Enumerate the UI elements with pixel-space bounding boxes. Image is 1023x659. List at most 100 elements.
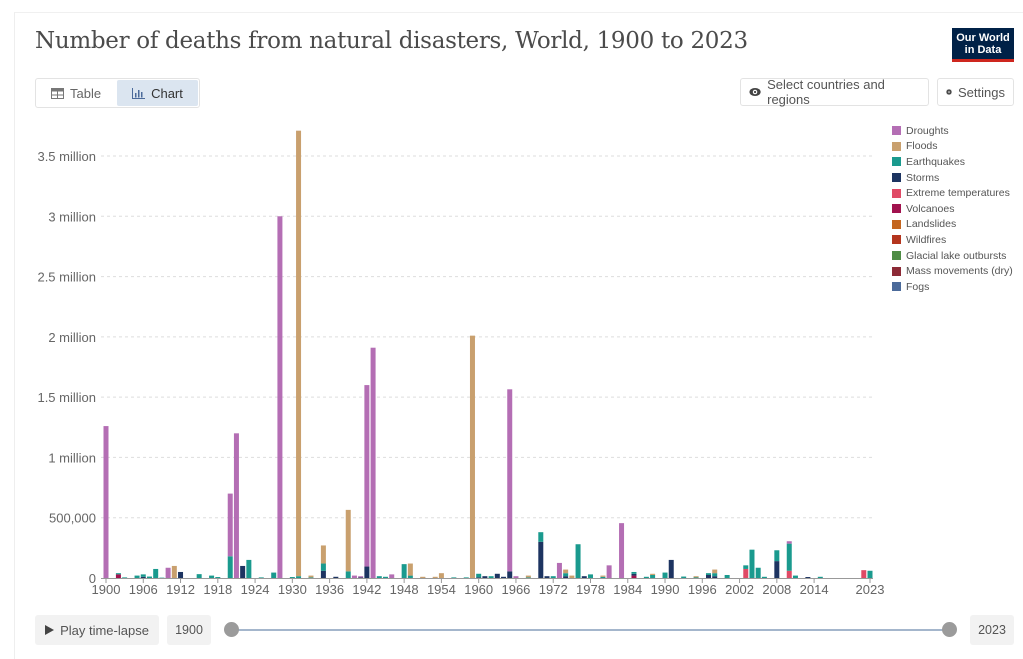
- bar-1988-floods[interactable]: [650, 573, 656, 575]
- bar-1975-floods[interactable]: [569, 575, 575, 578]
- legend-item[interactable]: Extreme temperatures: [892, 185, 1013, 201]
- bar-1918-earthquakes[interactable]: [215, 577, 221, 579]
- bar-1963-storms[interactable]: [494, 573, 500, 578]
- bar-1948-earthquakes[interactable]: [401, 564, 407, 578]
- bar-1961-storms[interactable]: [482, 576, 488, 578]
- bar-1905-earthquakes[interactable]: [134, 575, 140, 578]
- legend-item[interactable]: Landslides: [892, 217, 1013, 233]
- bar-1910-droughts[interactable]: [165, 567, 171, 578]
- bar-1906-earthquakes[interactable]: [140, 574, 146, 577]
- bar-1927-earthquakes[interactable]: [271, 572, 277, 578]
- end-year-box[interactable]: 2023: [970, 615, 1014, 645]
- bar-1908-earthquakes[interactable]: [153, 568, 159, 578]
- bar-1985-earthquakes[interactable]: [631, 571, 637, 574]
- bar-1958-earthquakes[interactable]: [463, 577, 469, 579]
- bar-1915-earthquakes[interactable]: [196, 574, 202, 578]
- bar-1985-volcanoes[interactable]: [631, 575, 637, 578]
- bar-1922-storms[interactable]: [240, 565, 246, 578]
- bar-2010-extreme-temperatures[interactable]: [786, 570, 792, 578]
- bar-2000-earthquakes[interactable]: [724, 574, 730, 578]
- bar-1988-earthquakes[interactable]: [650, 574, 656, 578]
- bar-1937-storms[interactable]: [333, 576, 339, 578]
- bar-1997-earthquakes[interactable]: [706, 573, 712, 575]
- bar-2008-storms[interactable]: [774, 561, 780, 578]
- bar-1902-earthquakes[interactable]: [115, 573, 121, 575]
- bar-1973-droughts[interactable]: [556, 562, 562, 578]
- bar-1995-earthquakes[interactable]: [693, 576, 699, 578]
- bar-1956-earthquakes[interactable]: [451, 577, 457, 579]
- bar-1949-earthquakes[interactable]: [407, 575, 413, 578]
- timeline-end-handle[interactable]: [942, 622, 957, 637]
- bar-1990-earthquakes[interactable]: [662, 572, 668, 578]
- tab-table[interactable]: Table: [36, 79, 116, 107]
- bar-1951-storms[interactable]: [420, 577, 426, 579]
- settings-button[interactable]: Settings: [937, 78, 1014, 106]
- legend-item[interactable]: Floods: [892, 139, 1013, 155]
- bar-1974-storms[interactable]: [563, 576, 569, 578]
- start-year-box[interactable]: 1900: [167, 615, 211, 645]
- legend-item[interactable]: Mass movements (dry): [892, 263, 1013, 279]
- bar-2003-extreme-temperatures[interactable]: [743, 568, 749, 578]
- bar-1923-earthquakes[interactable]: [246, 559, 252, 578]
- bar-1942-droughts[interactable]: [364, 385, 370, 567]
- bar-1960-storms[interactable]: [476, 577, 482, 579]
- bar-1954-floods[interactable]: [438, 573, 444, 578]
- bar-1935-earthquakes[interactable]: [320, 563, 326, 571]
- bar-1998-earthquakes[interactable]: [712, 573, 718, 577]
- bar-1946-droughts[interactable]: [389, 574, 395, 578]
- bar-1933-floods[interactable]: [308, 575, 314, 578]
- bar-1970-storms[interactable]: [538, 541, 544, 578]
- legend-item[interactable]: Earthquakes: [892, 154, 1013, 170]
- bar-1931-earthquakes[interactable]: [296, 576, 302, 578]
- bar-1972-earthquakes[interactable]: [550, 576, 556, 578]
- bar-1940-droughts[interactable]: [351, 575, 357, 578]
- bar-1935-storms[interactable]: [320, 570, 326, 578]
- bar-1998-storms[interactable]: [712, 576, 718, 578]
- bar-1993-earthquakes[interactable]: [681, 576, 687, 578]
- bar-1953-floods[interactable]: [432, 576, 438, 578]
- bar-1980-floods[interactable]: [600, 575, 606, 577]
- bar-1941-droughts[interactable]: [358, 576, 364, 578]
- legend-item[interactable]: Volcanoes: [892, 201, 1013, 217]
- bar-2010-earthquakes[interactable]: [786, 543, 792, 571]
- bar-1971-storms[interactable]: [544, 576, 550, 578]
- bar-1900-droughts[interactable]: [103, 426, 109, 578]
- bar-1907-earthquakes[interactable]: [146, 576, 152, 578]
- legend-item[interactable]: Storms: [892, 170, 1013, 186]
- bar-1977-storms[interactable]: [581, 576, 587, 578]
- bar-1995-floods[interactable]: [693, 576, 699, 578]
- legend-item[interactable]: Droughts: [892, 123, 1013, 139]
- owid-logo[interactable]: Our World in Data: [952, 28, 1014, 62]
- legend-item[interactable]: Fogs: [892, 279, 1013, 295]
- bar-1944-earthquakes[interactable]: [376, 576, 382, 578]
- bar-1978-earthquakes[interactable]: [587, 574, 593, 578]
- bar-1906-storms[interactable]: [140, 576, 146, 578]
- bar-1933-earthquakes[interactable]: [308, 577, 314, 579]
- bar-1920-droughts[interactable]: [227, 493, 233, 557]
- bar-1917-earthquakes[interactable]: [209, 575, 215, 578]
- timeline-start-handle[interactable]: [224, 622, 239, 637]
- bar-2008-earthquakes[interactable]: [774, 550, 780, 562]
- bar-2004-earthquakes[interactable]: [749, 549, 755, 578]
- bar-2013-storms[interactable]: [805, 577, 811, 579]
- bar-1974-floods[interactable]: [563, 569, 569, 574]
- bar-1997-storms[interactable]: [706, 574, 712, 578]
- bar-2006-earthquakes[interactable]: [761, 576, 767, 578]
- bar-1981-droughts[interactable]: [606, 565, 612, 578]
- bar-1968-floods[interactable]: [525, 575, 531, 578]
- bar-1998-floods[interactable]: [712, 569, 718, 574]
- bar-1903-earthquakes[interactable]: [122, 577, 128, 579]
- bar-1928-droughts[interactable]: [277, 216, 283, 579]
- bar-1985-storms[interactable]: [631, 573, 637, 576]
- bar-1945-earthquakes[interactable]: [383, 576, 389, 578]
- bar-1921-droughts[interactable]: [233, 433, 239, 578]
- bar-2015-earthquakes[interactable]: [817, 576, 823, 578]
- bar-1949-floods[interactable]: [407, 563, 413, 576]
- bar-1965-storms[interactable]: [507, 571, 513, 578]
- bar-1980-earthquakes[interactable]: [600, 576, 606, 578]
- legend-item[interactable]: Wildfires: [892, 232, 1013, 248]
- legend-item[interactable]: Glacial lake outbursts: [892, 248, 1013, 264]
- bar-1951-floods[interactable]: [420, 576, 426, 578]
- bar-1968-earthquakes[interactable]: [525, 577, 531, 579]
- bar-1962-earthquakes[interactable]: [488, 576, 494, 578]
